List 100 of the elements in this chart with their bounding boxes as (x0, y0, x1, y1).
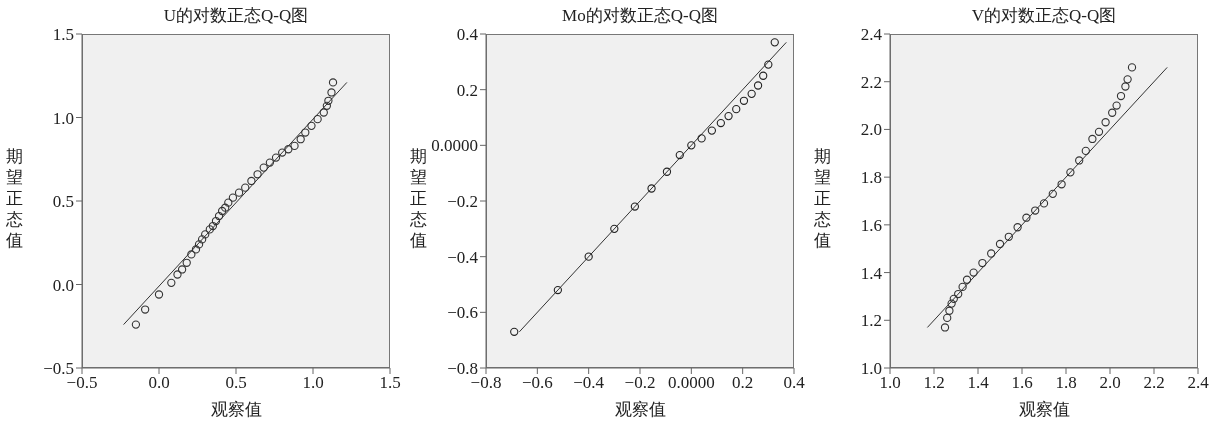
point (739, 96, 749, 105)
point (284, 145, 293, 154)
point (764, 60, 773, 69)
point (191, 245, 201, 254)
y-tick-label: 0.0000 (431, 136, 478, 156)
point (962, 275, 972, 284)
x-tick-label: 0.2 (732, 373, 754, 393)
y-tick-label: −0.4 (447, 247, 479, 267)
point (327, 88, 336, 97)
point (208, 221, 218, 231)
point (319, 108, 328, 117)
point (201, 230, 210, 239)
y-tick-label: 1.5 (52, 25, 74, 45)
point (995, 239, 1005, 249)
point (1112, 101, 1121, 110)
point (978, 258, 987, 268)
point (324, 96, 333, 105)
point (1066, 168, 1075, 177)
y-tick-label: 1.8 (860, 168, 882, 188)
point (1123, 75, 1132, 84)
point (1022, 213, 1031, 222)
y-axis-title: 期望正态值 (4, 146, 24, 251)
point (947, 299, 956, 308)
y-tick-label: 2.4 (860, 25, 883, 45)
point (675, 150, 684, 160)
point (945, 306, 954, 315)
point (943, 313, 952, 323)
y-tick-label: 0.0 (52, 275, 74, 295)
point (958, 282, 967, 292)
point (584, 252, 593, 261)
x-axis-title: 观察值 (209, 399, 263, 421)
point (753, 81, 763, 90)
point (205, 225, 214, 234)
x-tick-label: 2.2 (1143, 373, 1165, 393)
x-axis-title: 观察值 (1017, 399, 1071, 421)
y-tick-label: 1.0 (860, 359, 882, 379)
point (662, 167, 672, 176)
point (724, 111, 733, 121)
point (647, 184, 656, 193)
point (301, 128, 310, 137)
point (759, 71, 768, 80)
point (630, 202, 640, 211)
point (954, 289, 963, 299)
x-tick-label: 2.4 (1187, 373, 1210, 393)
x-tick-label: 1.0 (879, 373, 901, 393)
point (247, 176, 256, 186)
point (1013, 223, 1022, 232)
point (510, 327, 519, 336)
chart-title: V的对数正态Q-Q图 (970, 5, 1118, 27)
point (194, 240, 204, 249)
point (265, 158, 275, 167)
point (140, 305, 150, 314)
point (1094, 127, 1104, 136)
point (211, 216, 221, 226)
y-axis-title: 期望正态值 (408, 146, 428, 251)
point (1004, 232, 1013, 241)
x-tick-label: 1.0 (302, 373, 324, 393)
x-tick-label: −0.6 (521, 373, 553, 393)
point (131, 320, 141, 329)
x-tick-label: 2.0 (1099, 373, 1121, 393)
point (1081, 146, 1090, 156)
point (987, 249, 996, 258)
x-tick-label: 1.6 (1011, 373, 1033, 393)
point (177, 265, 187, 274)
point (313, 115, 322, 124)
point (217, 206, 227, 216)
chart-title: Mo的对数正态Q-Q图 (561, 5, 719, 27)
point (241, 183, 250, 192)
point (732, 105, 741, 114)
x-tick-label: −0.2 (624, 373, 656, 393)
y-tick-label: 2.2 (860, 72, 882, 92)
point (716, 118, 725, 128)
point (1127, 63, 1137, 72)
chart-title: U的对数正态Q-Q图 (162, 5, 310, 27)
y-tick-label: −0.6 (447, 303, 478, 323)
point (1121, 82, 1130, 91)
point (296, 135, 305, 144)
x-tick-label: 0.4 (783, 373, 806, 393)
point (610, 224, 619, 233)
point (328, 78, 338, 87)
point (290, 141, 299, 151)
y-tick-label: −0.2 (447, 192, 478, 212)
point (259, 163, 268, 172)
point (707, 126, 717, 135)
y-tick-label: 0.2 (456, 80, 478, 100)
point (221, 203, 230, 212)
point (687, 141, 696, 150)
point (197, 235, 207, 244)
x-tick-label: −0.4 (573, 373, 605, 393)
point (182, 258, 191, 267)
x-axis-title: 观察值 (613, 399, 667, 421)
y-tick-label: 0.4 (456, 25, 479, 45)
point (214, 211, 224, 221)
y-axis-title: 期望正态值 (812, 146, 832, 251)
point (1116, 91, 1126, 101)
x-tick-label: 1.8 (1055, 373, 1077, 393)
point (1031, 206, 1040, 215)
x-tick-label: 1.4 (967, 373, 990, 393)
point (553, 285, 563, 295)
y-tick-label: 1.4 (860, 263, 883, 283)
